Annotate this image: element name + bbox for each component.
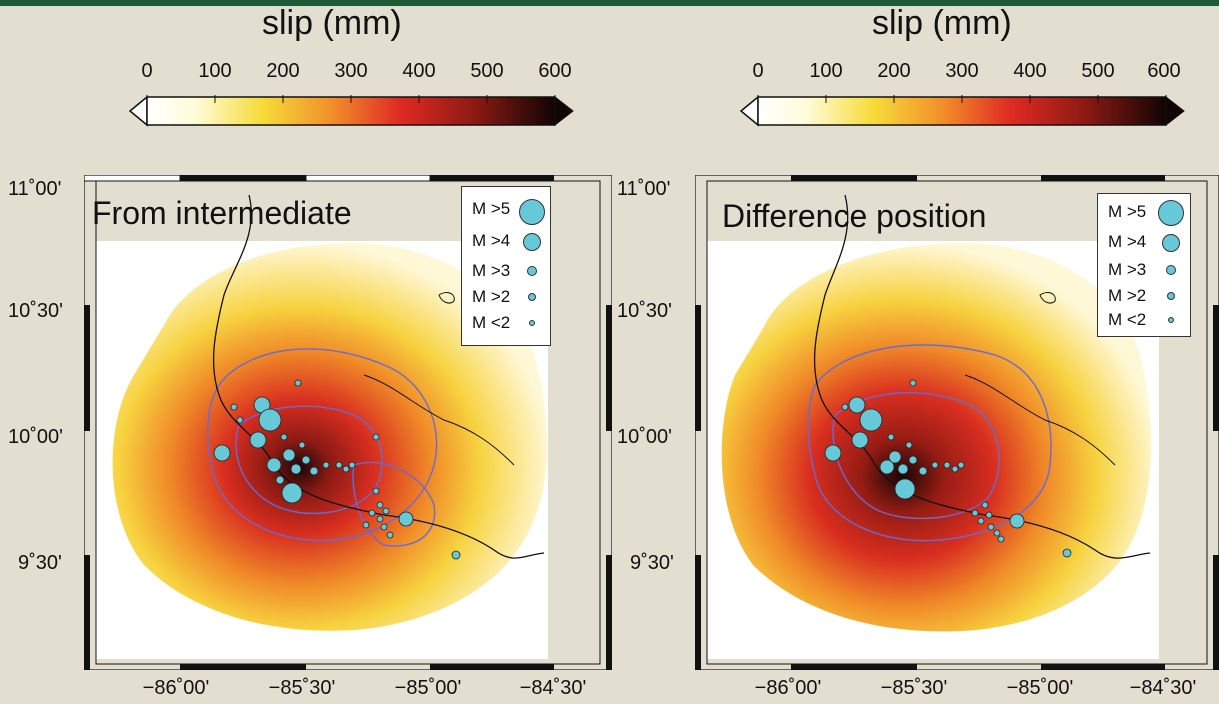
slip-field — [112, 243, 548, 631]
colorbar-tick: 400 — [1013, 60, 1047, 82]
legend-dot-m5 — [519, 199, 545, 225]
map-panel-left — [84, 175, 612, 670]
legend-label: M >3 — [1108, 260, 1147, 279]
legend-label: M >5 — [1108, 202, 1147, 221]
colorbar-tick: 500 — [470, 60, 504, 82]
legend-label: M >4 — [1108, 232, 1147, 251]
lon-label: −84˚30' — [519, 677, 587, 699]
legend-right: M >5 M >4 M >3 M >2 M <2 — [1097, 193, 1191, 337]
lon-label: −85˚30' — [880, 677, 948, 699]
slip-field — [721, 243, 1152, 632]
lon-label: −86˚00' — [142, 677, 210, 699]
legend-dot-m2 — [1167, 292, 1175, 300]
lat-label: 9˚30' — [18, 552, 62, 574]
colorbar-tick: 200 — [266, 60, 300, 82]
lon-label: −85˚00' — [1006, 677, 1074, 699]
legend-dot-m5 — [1158, 200, 1184, 226]
top-bar — [0, 0, 1219, 6]
legend-label: M <2 — [472, 313, 511, 332]
legend-dot-m2 — [528, 293, 536, 301]
lat-label: 11˚00' — [617, 178, 671, 200]
legend-label: M >5 — [472, 199, 511, 218]
panel-title-right: Difference position — [722, 198, 987, 234]
legend-dot-m1 — [1168, 317, 1174, 323]
panel-title-left: From intermediate — [92, 195, 352, 231]
colorbar-tick: 600 — [1147, 60, 1181, 82]
lat-label: 10˚30' — [617, 300, 672, 322]
colorbar-tick: 400 — [402, 60, 436, 82]
legend-label: M >3 — [472, 261, 511, 280]
legend-dot-m4 — [1162, 234, 1180, 252]
earthquake-events — [213, 379, 461, 560]
legend-dot-m4 — [523, 233, 541, 251]
lon-label: −85˚30' — [268, 677, 336, 699]
legend-dot-m3 — [527, 266, 537, 276]
colorbar-tick: 300 — [334, 60, 368, 82]
colorbar-tick: 0 — [752, 60, 764, 82]
legend-label: M <2 — [1108, 310, 1147, 329]
lat-label: 10˚30' — [8, 300, 63, 322]
colorbar-tick: 0 — [141, 60, 153, 82]
colorbar-title-right: slip (mm) — [872, 4, 1012, 42]
legend-label: M >4 — [472, 231, 511, 250]
legend-dot-m1 — [529, 320, 535, 326]
coastline — [813, 194, 1151, 559]
lat-label: 9˚30' — [630, 552, 674, 574]
earthquake-events — [824, 379, 1072, 558]
colorbar-tick: 100 — [809, 60, 843, 82]
colorbar-tick: 600 — [538, 60, 572, 82]
colorbar-tick: 300 — [945, 60, 979, 82]
lon-label: −85˚00' — [394, 677, 462, 699]
colorbar-tick: 100 — [198, 60, 232, 82]
legend-dot-m3 — [1166, 265, 1176, 275]
lon-label: −84˚30' — [1129, 677, 1197, 699]
lat-label: 10˚00' — [8, 426, 63, 448]
legend-label: M >2 — [472, 287, 511, 306]
colorbar-left — [128, 95, 574, 127]
lat-label: 10˚00' — [617, 426, 672, 448]
colorbar-title-left: slip (mm) — [262, 4, 402, 42]
colorbar-tick: 200 — [877, 60, 911, 82]
colorbar-tick: 500 — [1081, 60, 1115, 82]
colorbar-right — [739, 95, 1185, 127]
lon-label: −86˚00' — [754, 677, 822, 699]
legend-left: M >5 M >4 M >3 M >2 M <2 — [461, 186, 551, 346]
legend-label: M >2 — [1108, 286, 1147, 305]
lat-label: 11˚00' — [8, 178, 62, 200]
